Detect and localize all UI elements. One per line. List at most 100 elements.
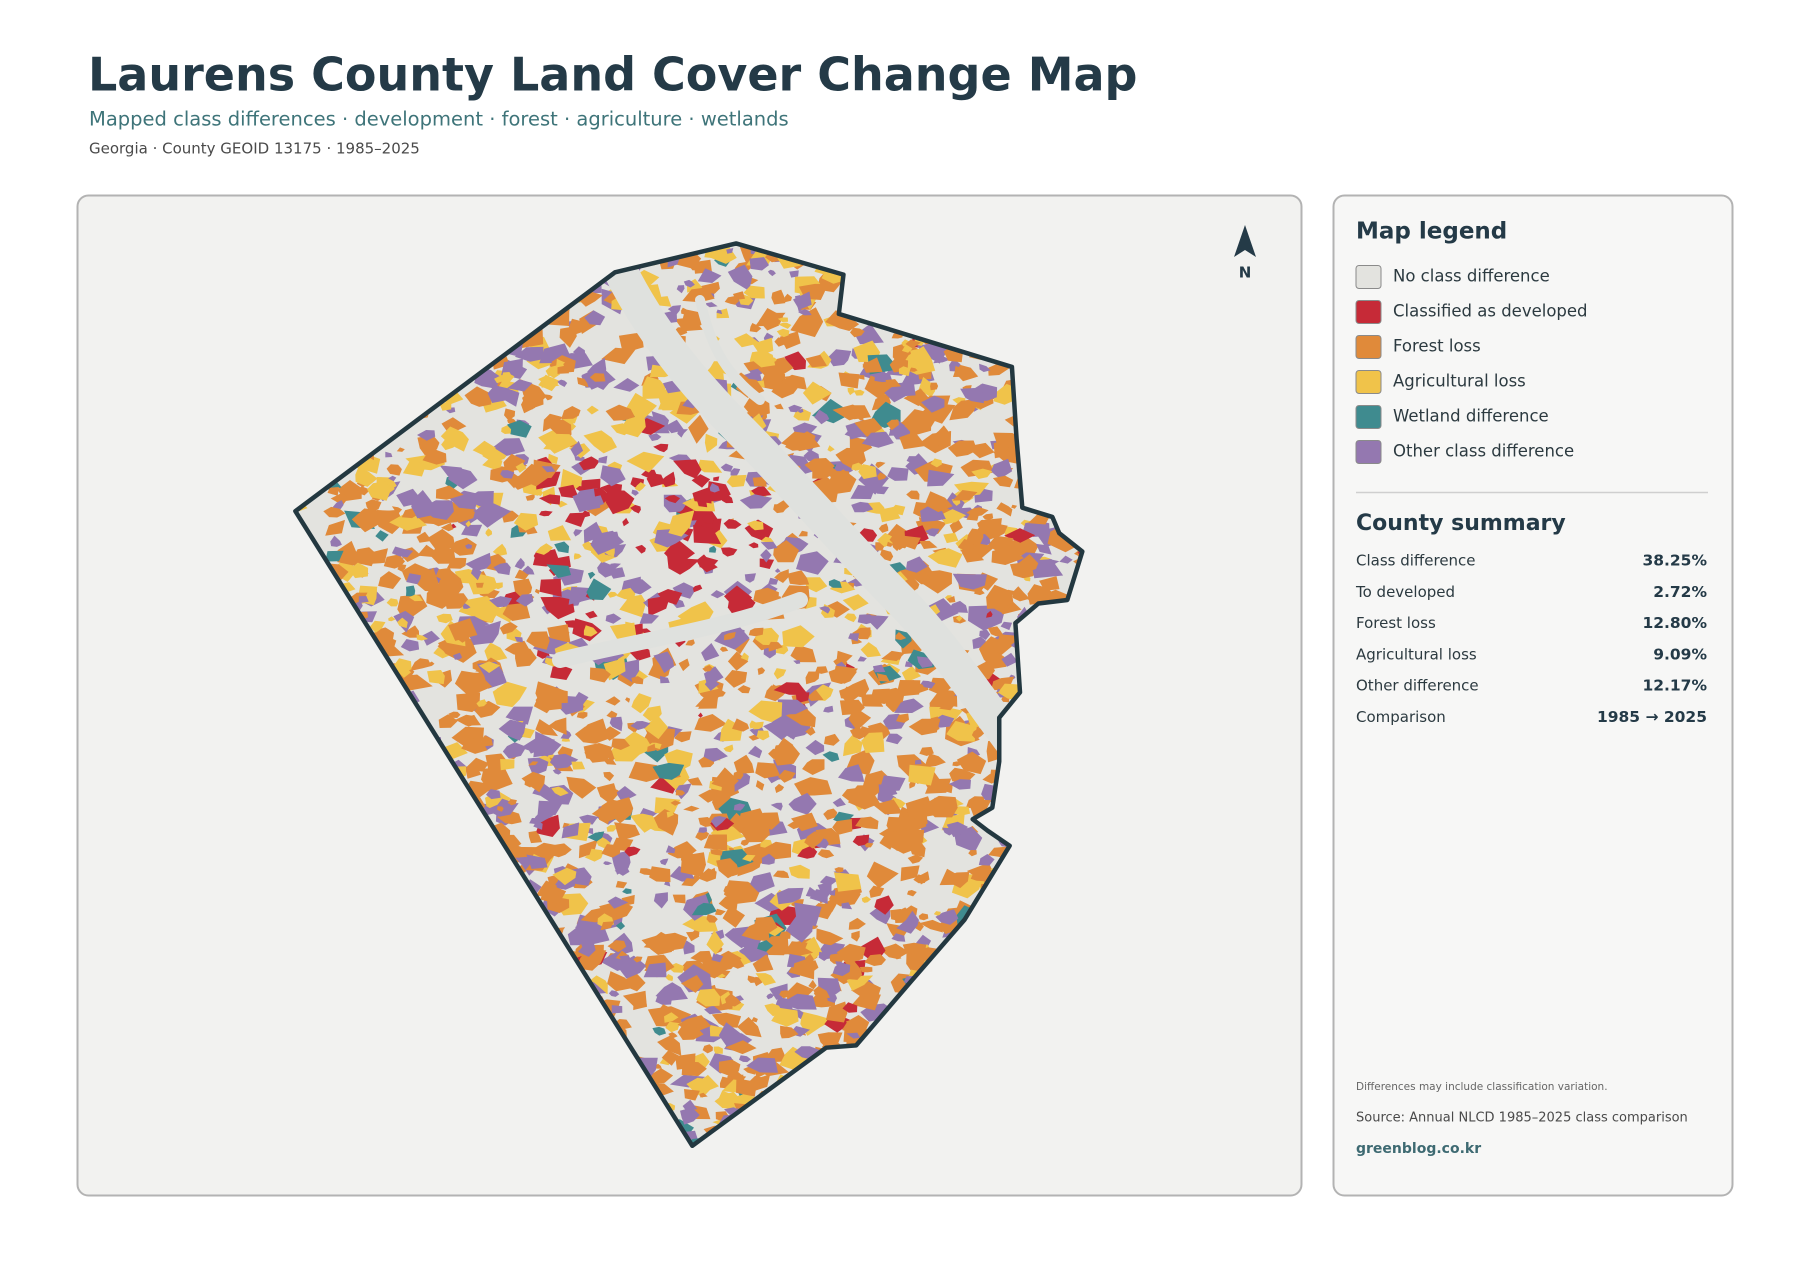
land-patch [814,409,830,425]
land-patch [979,629,991,640]
land-patch [780,1025,799,1039]
land-patch [533,820,543,830]
land-patch [673,459,702,479]
land-patch [719,646,729,652]
land-patch [378,571,402,589]
land-patch [832,962,851,977]
land-patch [677,429,688,438]
summary-label: Forest loss [1356,614,1436,632]
land-patch [653,651,674,673]
land-patch [888,419,906,436]
land-patch [802,381,832,405]
legend-label: Forest loss [1393,337,1481,356]
land-patch [639,868,654,876]
land-patch [549,753,579,769]
land-patch [351,508,383,533]
land-patch [953,366,966,377]
land-patch [791,812,818,832]
land-patch [947,440,978,457]
land-patch [630,813,657,833]
land-patch [573,553,582,560]
land-patch [834,665,858,678]
land-patch [600,465,626,487]
land-patch [739,494,773,509]
land-patch [450,537,477,556]
land-patch [465,520,471,528]
land-patch [785,916,813,943]
land-patch [861,732,885,753]
land-patch [747,520,764,531]
land-patch [896,713,909,723]
land-patch [839,687,855,700]
land-patch [427,670,445,685]
land-patch [509,475,536,490]
land-patch [1001,652,1018,667]
land-patch [784,293,792,303]
land-patch [515,462,527,473]
land-patch [560,468,583,489]
land-patch [823,705,834,713]
land-patch [666,811,674,818]
land-patch [977,519,987,528]
land-patch [919,431,952,454]
land-patch [968,850,977,857]
land-patch [851,930,860,942]
land-patch [913,921,924,932]
land-patch [948,872,970,889]
land-patch [514,569,530,580]
land-patch [611,738,630,750]
land-patch [583,743,613,762]
land-patch [548,717,567,735]
summary-label: To developed [1355,583,1455,601]
land-patch [846,1032,861,1039]
land-patch [683,805,700,812]
land-patch [798,530,808,537]
land-patch [613,378,640,392]
land-patch [760,549,772,563]
land-patch [386,464,402,476]
land-patch [718,1059,741,1077]
land-patch [866,861,899,889]
land-patch [723,883,741,895]
land-patch [690,950,712,964]
land-patch [659,1056,671,1066]
land-patch [417,544,436,557]
land-patch [683,940,695,955]
land-patch [578,456,600,471]
land-patch [557,379,568,387]
land-patch [726,959,745,969]
land-patch [696,554,718,573]
land-patch [991,545,1024,565]
land-patch [521,771,546,793]
land-patch [557,365,570,374]
land-patch [330,535,342,547]
land-patch [709,483,720,493]
land-patch [538,375,557,384]
land-patch [465,765,482,779]
land-patch [851,462,864,471]
land-patch [838,764,865,782]
land-patch [539,510,553,517]
land-patch [652,1026,666,1036]
legend-label: Other class difference [1393,442,1574,461]
legend-label: Classified as developed [1393,302,1588,321]
land-patch [659,675,670,684]
north-arrow [1234,225,1256,257]
land-patch [848,917,866,930]
land-patch [725,1040,757,1055]
land-patch [732,718,750,732]
land-patch [733,754,755,774]
land-patch [906,490,920,500]
land-patch [930,382,939,391]
land-patch [626,451,665,473]
land-patch [933,911,941,916]
land-patch [720,463,733,472]
land-patch [625,697,631,703]
land-patch [660,471,676,488]
land-patch [622,517,629,527]
land-patch [385,451,393,458]
land-patch [890,652,902,660]
land-patch [945,595,952,601]
land-patch [952,573,987,590]
land-patch [664,419,685,434]
